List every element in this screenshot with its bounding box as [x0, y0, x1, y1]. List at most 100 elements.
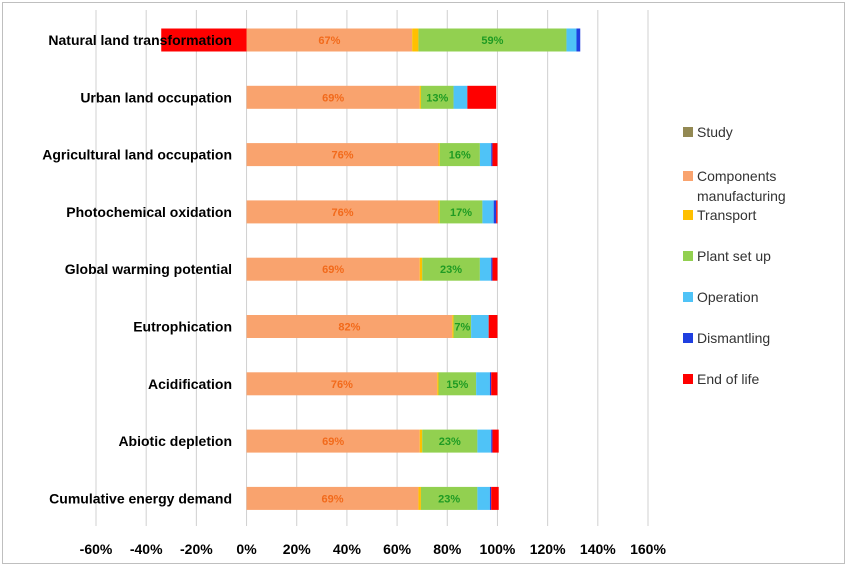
bar-segment	[246, 257, 420, 281]
category-label: Natural land transformation	[48, 32, 232, 48]
bar-segment	[467, 85, 497, 109]
legend-swatch	[683, 171, 693, 181]
bar-segment	[419, 85, 421, 109]
x-tick-label: 40%	[333, 541, 362, 557]
bar-segment	[479, 257, 492, 281]
bar-segment	[246, 486, 419, 510]
legend: Study Components manufacturing Transport Pla…	[683, 124, 786, 387]
legend-swatch	[683, 127, 693, 137]
bar-segment	[493, 200, 497, 224]
data-label: 76%	[332, 150, 354, 162]
bar-segment	[576, 28, 581, 52]
bar-segment	[491, 372, 498, 396]
data-label: 67%	[318, 35, 340, 47]
bar-segment	[412, 28, 419, 52]
category-label: Abiotic depletion	[118, 433, 232, 449]
bar-segment	[492, 429, 499, 453]
x-tick-label: -20%	[180, 541, 213, 557]
bar-segment	[420, 486, 478, 510]
bar-segment	[453, 315, 472, 338]
legend-label: Operation	[697, 289, 758, 305]
bar-segment	[418, 28, 567, 52]
x-tick-label: 140%	[580, 541, 616, 557]
data-label: 23%	[438, 493, 460, 505]
bar-segment	[476, 372, 490, 396]
category-label: Cumulative energy demand	[49, 490, 232, 506]
bar-segment	[246, 85, 420, 109]
x-axis-tick-labels: -60% -40% -20% 0% 20% 40% 60% 80% 100% 120% 140% 16…	[80, 541, 667, 557]
category-label: Photochemical oxidation	[66, 204, 232, 220]
data-label: 76%	[331, 379, 353, 391]
bar-segment	[437, 372, 439, 396]
legend-swatch	[683, 292, 693, 302]
bar-segment	[471, 315, 489, 338]
bar-segment	[488, 315, 498, 338]
bar-segment	[566, 28, 577, 52]
data-labels: 67% 59% 69% 13% 76% 16% 76% 17% 69% 23% 82% 7% 76% 15…	[318, 35, 503, 505]
bars	[161, 28, 581, 510]
x-tick-label: 0%	[236, 541, 257, 557]
chart-frame	[2, 2, 845, 564]
bar-segment	[489, 486, 492, 510]
bar-segment	[246, 28, 413, 52]
data-label: 82%	[338, 322, 360, 334]
x-tick-label: 20%	[283, 541, 312, 557]
bar-segment	[439, 200, 483, 224]
legend-label: Study	[697, 124, 733, 140]
x-tick-label: 80%	[433, 541, 462, 557]
legend-label: Plant set up	[697, 248, 771, 264]
bar-segment	[491, 486, 499, 510]
data-label: 23%	[440, 264, 462, 276]
bar-segment	[492, 257, 498, 281]
data-label: 69%	[322, 92, 344, 104]
bar-segment	[246, 429, 420, 453]
legend-swatch	[683, 210, 693, 220]
x-tick-label: 120%	[530, 541, 566, 557]
bar-segment	[491, 143, 493, 167]
bar-segment	[419, 429, 423, 453]
bar-segment	[452, 315, 454, 338]
legend-label: Components	[697, 168, 776, 184]
data-label: 69%	[322, 264, 344, 276]
bar-segment	[422, 429, 478, 453]
x-tick-label: 100%	[480, 541, 516, 557]
legend-label: manufacturing	[697, 188, 786, 204]
category-label: Acidification	[148, 376, 232, 392]
data-label: 59%	[481, 35, 503, 47]
bar-segment	[438, 143, 440, 167]
data-label: 23%	[439, 436, 461, 448]
data-label: 17%	[450, 207, 472, 219]
bar-segment	[438, 372, 477, 396]
data-label: 13%	[426, 92, 448, 104]
bar-segment	[420, 85, 454, 109]
bar-segment	[477, 486, 490, 510]
bar-segment	[482, 200, 494, 224]
category-label: Eutrophication	[133, 319, 232, 335]
data-label: 15%	[446, 379, 468, 391]
bar-segment	[422, 257, 480, 281]
bar-segment	[438, 200, 440, 224]
bar-segment	[246, 315, 453, 338]
x-tick-label: 160%	[630, 541, 666, 557]
category-label: Urban land occupation	[80, 89, 232, 105]
bar-segment	[439, 143, 480, 167]
bar-segment	[496, 200, 498, 224]
bar-segment	[161, 28, 247, 52]
bar-segment	[492, 143, 498, 167]
data-label: 69%	[322, 436, 344, 448]
category-labels: Natural land transformation Urban land oc…	[42, 32, 232, 506]
legend-label: Dismantling	[697, 330, 770, 346]
category-label: Global warming potential	[65, 261, 232, 277]
bar-segment	[477, 429, 492, 453]
bar-segment	[246, 143, 439, 167]
x-tick-label: -40%	[130, 541, 163, 557]
bar-segment	[418, 486, 421, 510]
x-tick-label: -60%	[80, 541, 113, 557]
legend-swatch	[683, 374, 693, 384]
bar-segment	[246, 372, 438, 396]
category-label: Agricultural land occupation	[42, 147, 232, 163]
data-label: 16%	[449, 150, 471, 162]
legend-label: End of life	[697, 371, 759, 387]
bar-segment	[479, 143, 492, 167]
